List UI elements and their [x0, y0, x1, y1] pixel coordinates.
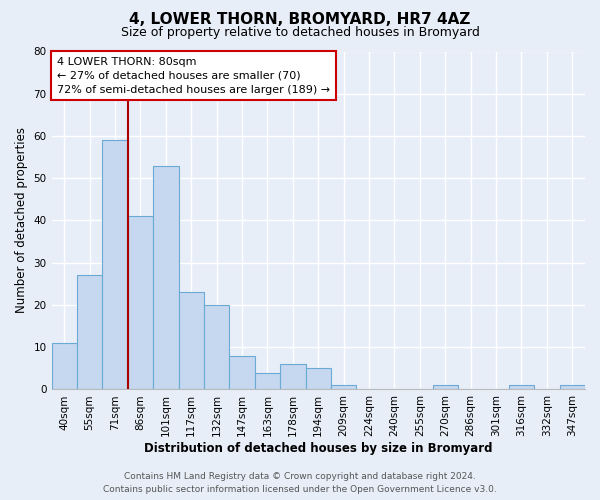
- Text: Contains HM Land Registry data © Crown copyright and database right 2024.
Contai: Contains HM Land Registry data © Crown c…: [103, 472, 497, 494]
- Text: 4 LOWER THORN: 80sqm
← 27% of detached houses are smaller (70)
72% of semi-detac: 4 LOWER THORN: 80sqm ← 27% of detached h…: [57, 56, 330, 94]
- X-axis label: Distribution of detached houses by size in Bromyard: Distribution of detached houses by size …: [144, 442, 493, 455]
- Bar: [153, 166, 179, 390]
- Bar: [204, 305, 229, 390]
- Y-axis label: Number of detached properties: Number of detached properties: [15, 128, 28, 314]
- Bar: [509, 385, 534, 390]
- Text: Size of property relative to detached houses in Bromyard: Size of property relative to detached ho…: [121, 26, 479, 39]
- Bar: [103, 140, 128, 390]
- Bar: [331, 385, 356, 390]
- Text: 4, LOWER THORN, BROMYARD, HR7 4AZ: 4, LOWER THORN, BROMYARD, HR7 4AZ: [130, 12, 470, 28]
- Bar: [560, 385, 585, 390]
- Bar: [255, 372, 280, 390]
- Bar: [52, 343, 77, 390]
- Bar: [229, 356, 255, 390]
- Bar: [305, 368, 331, 390]
- Bar: [280, 364, 305, 390]
- Bar: [433, 385, 458, 390]
- Bar: [77, 276, 103, 390]
- Bar: [128, 216, 153, 390]
- Bar: [179, 292, 204, 390]
